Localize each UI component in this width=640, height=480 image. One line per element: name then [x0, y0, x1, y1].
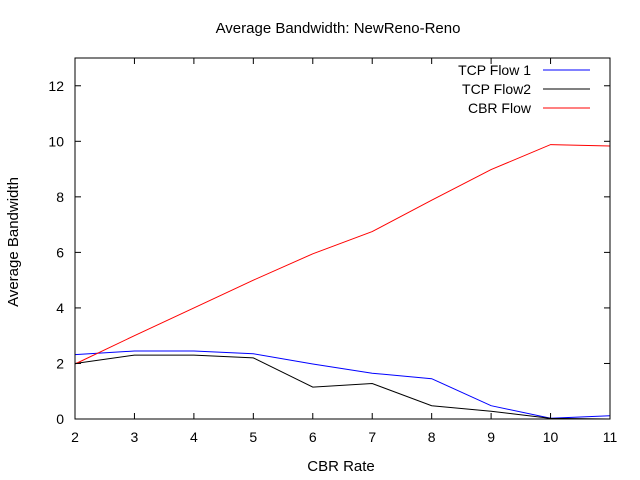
legend-label-2: TCP Flow2	[462, 81, 531, 97]
x-tick-label: 8	[428, 429, 436, 445]
legend-label-3: CBR Flow	[468, 100, 532, 116]
x-tick-label: 5	[249, 429, 257, 445]
x-tick-label: 3	[131, 429, 139, 445]
y-tick-label: 0	[56, 411, 64, 427]
series-layer	[74, 144, 611, 420]
y-axis-label: Average Bandwidth	[5, 177, 22, 307]
y-tick-label: 4	[56, 300, 64, 316]
legend: TCP Flow 1 TCP Flow2 CBR Flow	[458, 62, 590, 116]
y-tick-label: 8	[56, 189, 64, 205]
x-tick-label: 9	[487, 429, 495, 445]
series-line-1	[74, 350, 611, 419]
chart-title: Average Bandwidth: NewReno-Reno	[216, 20, 461, 37]
y-tick-label: 10	[48, 133, 64, 149]
x-tick-label: 2	[71, 429, 79, 445]
x-tick-label: 10	[543, 429, 559, 445]
legend-label-1: TCP Flow 1	[458, 62, 531, 78]
plot-frame	[74, 57, 611, 420]
series-line-3	[74, 144, 611, 365]
x-tick-label: 7	[368, 429, 376, 445]
y-tick-label: 2	[56, 355, 64, 371]
x-tick-label: 4	[190, 429, 198, 445]
x-axis-label: CBR Rate	[307, 458, 375, 475]
x-tick-label: 11	[603, 429, 618, 445]
y-tick-label: 6	[56, 244, 64, 260]
series-line-2	[74, 354, 611, 420]
y-tick-label: 12	[48, 78, 64, 94]
x-tick-label: 6	[309, 429, 317, 445]
